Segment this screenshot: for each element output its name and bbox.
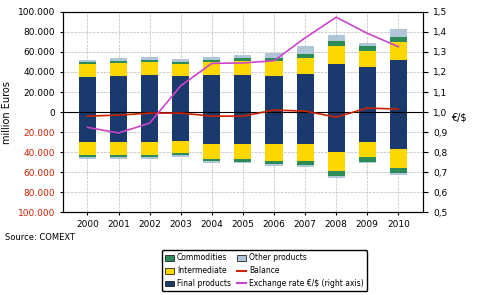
Bar — [203, 60, 220, 62]
Bar — [79, 155, 96, 157]
Bar — [358, 46, 375, 51]
Bar — [296, 112, 313, 144]
Bar — [203, 161, 220, 163]
Bar — [265, 161, 282, 164]
Y-axis label: million Euros: million Euros — [2, 81, 12, 144]
Bar — [203, 75, 220, 112]
Bar — [234, 75, 251, 112]
Bar — [296, 46, 313, 54]
Bar — [79, 142, 96, 155]
Bar — [234, 162, 251, 163]
Bar — [234, 58, 251, 61]
Bar — [203, 62, 220, 75]
Bar — [141, 75, 158, 112]
Bar — [389, 149, 406, 168]
Bar — [110, 142, 127, 155]
Bar — [110, 58, 127, 61]
Bar — [79, 157, 96, 159]
Bar — [358, 43, 375, 46]
Bar — [327, 35, 344, 41]
Bar — [234, 144, 251, 159]
Bar — [110, 63, 127, 76]
Bar — [110, 157, 127, 159]
Bar — [141, 57, 158, 60]
Bar — [203, 57, 220, 60]
Bar — [358, 67, 375, 112]
Bar — [265, 53, 282, 58]
Bar — [203, 144, 220, 159]
Bar — [141, 157, 158, 159]
Bar — [110, 155, 127, 157]
Bar — [234, 61, 251, 75]
Bar — [296, 165, 313, 167]
Bar — [203, 159, 220, 161]
Bar — [296, 144, 313, 161]
Bar — [79, 77, 96, 112]
Bar — [172, 141, 189, 153]
Bar — [296, 54, 313, 58]
Bar — [172, 155, 189, 157]
Bar — [389, 29, 406, 37]
Bar — [265, 144, 282, 161]
Bar — [172, 59, 189, 62]
Bar — [389, 168, 406, 173]
Bar — [327, 41, 344, 46]
Bar — [265, 76, 282, 112]
Bar — [327, 46, 344, 64]
Bar — [110, 112, 127, 142]
Bar — [327, 64, 344, 112]
Bar — [358, 142, 375, 157]
Bar — [358, 162, 375, 163]
Legend: Commodities, Intermediate, Final products, Other products, Balance, Exchange rat: Commodities, Intermediate, Final product… — [161, 250, 367, 291]
Bar — [141, 155, 158, 157]
Bar — [296, 58, 313, 74]
Bar — [296, 74, 313, 112]
Bar — [234, 112, 251, 144]
Bar — [203, 112, 220, 144]
Bar — [389, 60, 406, 112]
Bar — [327, 176, 344, 178]
Bar — [358, 157, 375, 162]
Bar — [234, 55, 251, 58]
Bar — [327, 171, 344, 176]
Bar — [265, 164, 282, 166]
Bar — [141, 142, 158, 155]
Bar — [141, 112, 158, 142]
Bar — [389, 112, 406, 149]
Bar — [265, 61, 282, 76]
Bar — [172, 64, 189, 76]
Bar — [327, 112, 344, 152]
Bar — [389, 173, 406, 175]
Bar — [141, 62, 158, 75]
Bar — [172, 112, 189, 141]
Bar — [265, 58, 282, 61]
Bar — [389, 42, 406, 60]
Text: Source: COMEXT: Source: COMEXT — [5, 233, 75, 242]
Bar — [389, 37, 406, 42]
Bar — [79, 60, 96, 62]
Bar — [358, 51, 375, 67]
Bar — [110, 76, 127, 112]
Bar — [79, 112, 96, 142]
Bar — [265, 112, 282, 144]
Bar — [172, 153, 189, 155]
Bar — [172, 62, 189, 64]
Bar — [327, 152, 344, 171]
Bar — [79, 64, 96, 77]
Bar — [110, 61, 127, 63]
Bar — [79, 62, 96, 64]
Bar — [234, 159, 251, 162]
Bar — [358, 112, 375, 142]
Y-axis label: €/$: €/$ — [450, 112, 465, 122]
Bar — [141, 60, 158, 62]
Bar — [296, 161, 313, 165]
Bar — [172, 76, 189, 112]
